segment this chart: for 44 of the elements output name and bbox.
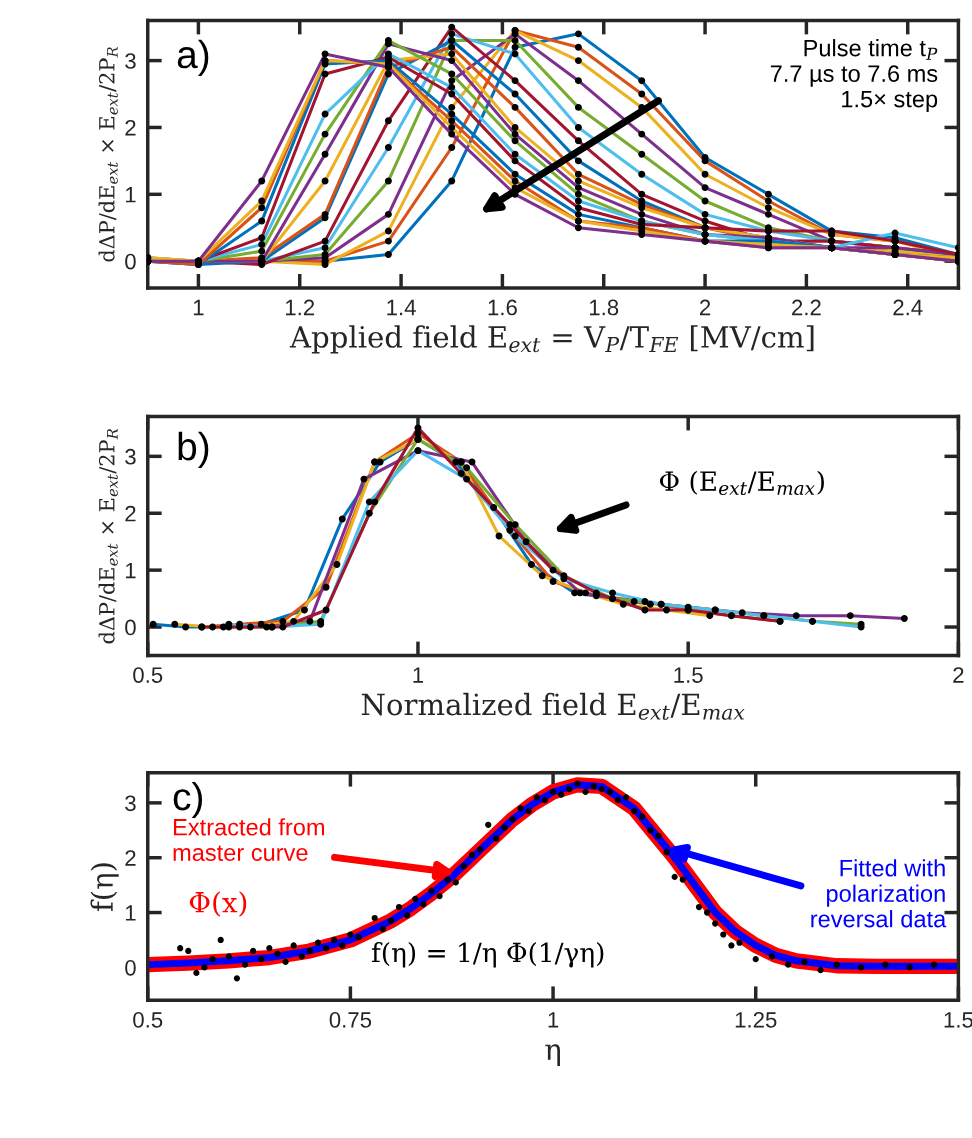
y-axis-title: dΔP/dE$_{ext}$ × E$_{ext}$/2P$_{R}$ [98,46,118,262]
y-tick-label: 1 [125,562,136,579]
annotation: f(η) = 1/η Φ(1/γη) [371,941,604,968]
x-tick-label: 2 [700,299,711,316]
x-axis-title: η [545,1044,560,1066]
x-tick-label: 1 [413,667,424,683]
x-tick-label: 0.5 [133,667,163,683]
y-tick-label: 1 [125,905,136,921]
x-axis-title: Normalized field E$_{ext}$/E$_{max}$ [361,692,745,720]
y-tick-label: 3 [125,448,136,465]
annotation: Pulse time t$_{P}$ 7.7 µs to 7.6 ms 1.5× step [770,39,938,113]
x-tick-label: 0.75 [329,1012,372,1028]
x-tick-label: 1 [193,299,204,316]
x-tick-label: 1.6 [488,299,517,316]
annotation: Φ(x) [189,891,247,917]
annotation: Φ (E$_{ext}$/E$_{max}$) [659,470,824,496]
x-tick-label: 2.2 [792,299,821,316]
x-tick-label: 1.4 [387,299,416,316]
y-tick-label: 0 [125,619,136,636]
y-axis-title: f(η) [90,863,119,911]
x-tick-label: 1.8 [589,299,619,316]
series-label: Fitted with polarization reversal data [811,859,947,928]
x-tick-label: 1.5 [944,1012,972,1028]
annotation: b) [178,431,209,469]
y-tick-label: 3 [125,795,136,812]
y-tick-label: 2 [125,119,136,136]
y-tick-label: 3 [125,53,136,69]
x-tick-label: 2 [953,667,964,683]
x-tick-label: 0.5 [133,1012,163,1028]
annotation: c) [173,781,203,819]
text: Extracted from master curve [173,818,325,861]
y-tick-label: 2 [125,505,136,522]
x-tick-label: 1.2 [285,299,315,316]
y-tick-label: 2 [125,850,136,866]
x-tick-label: 1.25 [735,1012,777,1028]
x-tick-label: 1 [548,1012,559,1028]
annotation: a) [177,39,209,77]
y-tick-label: 0 [125,959,136,976]
x-tick-label: 1.5 [674,667,703,683]
y-tick-label: 1 [125,187,136,203]
y-axis-title: dΔP/dE$_{ext}$ × E$_{ext}$/2P$_{R}$ [98,428,118,644]
y-tick-label: 0 [125,253,136,270]
x-axis-title: Applied field E$_{ext}$ = V$_{P}$/T$_{FE}$ [MV/cm] [289,325,814,354]
x-tick-label: 2.4 [893,299,923,316]
